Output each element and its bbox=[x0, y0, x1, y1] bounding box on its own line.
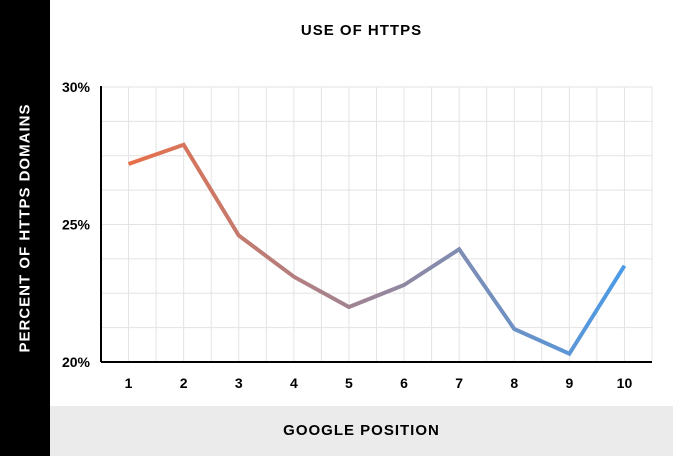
x-axis-label: GOOGLE POSITION bbox=[283, 422, 440, 439]
x-tick-label: 10 bbox=[617, 375, 633, 391]
x-tick-label: 9 bbox=[565, 375, 573, 391]
x-tick-label: 2 bbox=[180, 375, 188, 391]
series-line bbox=[127, 142, 627, 357]
tick-labels: 30% 25% 20% 1 2 3 4 5 6 7 8 9 10 bbox=[62, 79, 632, 391]
x-tick-label: 5 bbox=[345, 375, 353, 391]
chart-grid bbox=[101, 86, 653, 362]
y-tick-label: 30% bbox=[62, 79, 91, 95]
x-tick-label: 7 bbox=[455, 375, 463, 391]
x-tick-label: 8 bbox=[510, 375, 518, 391]
x-tick-label: 6 bbox=[400, 375, 408, 391]
x-tick-label: 1 bbox=[125, 375, 133, 391]
x-tick-label: 3 bbox=[235, 375, 243, 391]
chart-axes bbox=[100, 86, 652, 363]
y-axis-label-band: PERCENT OF HTTPS DOMAINS bbox=[0, 0, 50, 456]
y-tick-label: 25% bbox=[62, 217, 91, 233]
y-tick-label: 20% bbox=[62, 354, 91, 370]
chart-title: USE OF HTTPS bbox=[300, 22, 423, 39]
series-group bbox=[127, 142, 627, 357]
x-axis-label-band: GOOGLE POSITION bbox=[50, 406, 673, 456]
x-tick-label: 4 bbox=[290, 375, 298, 391]
